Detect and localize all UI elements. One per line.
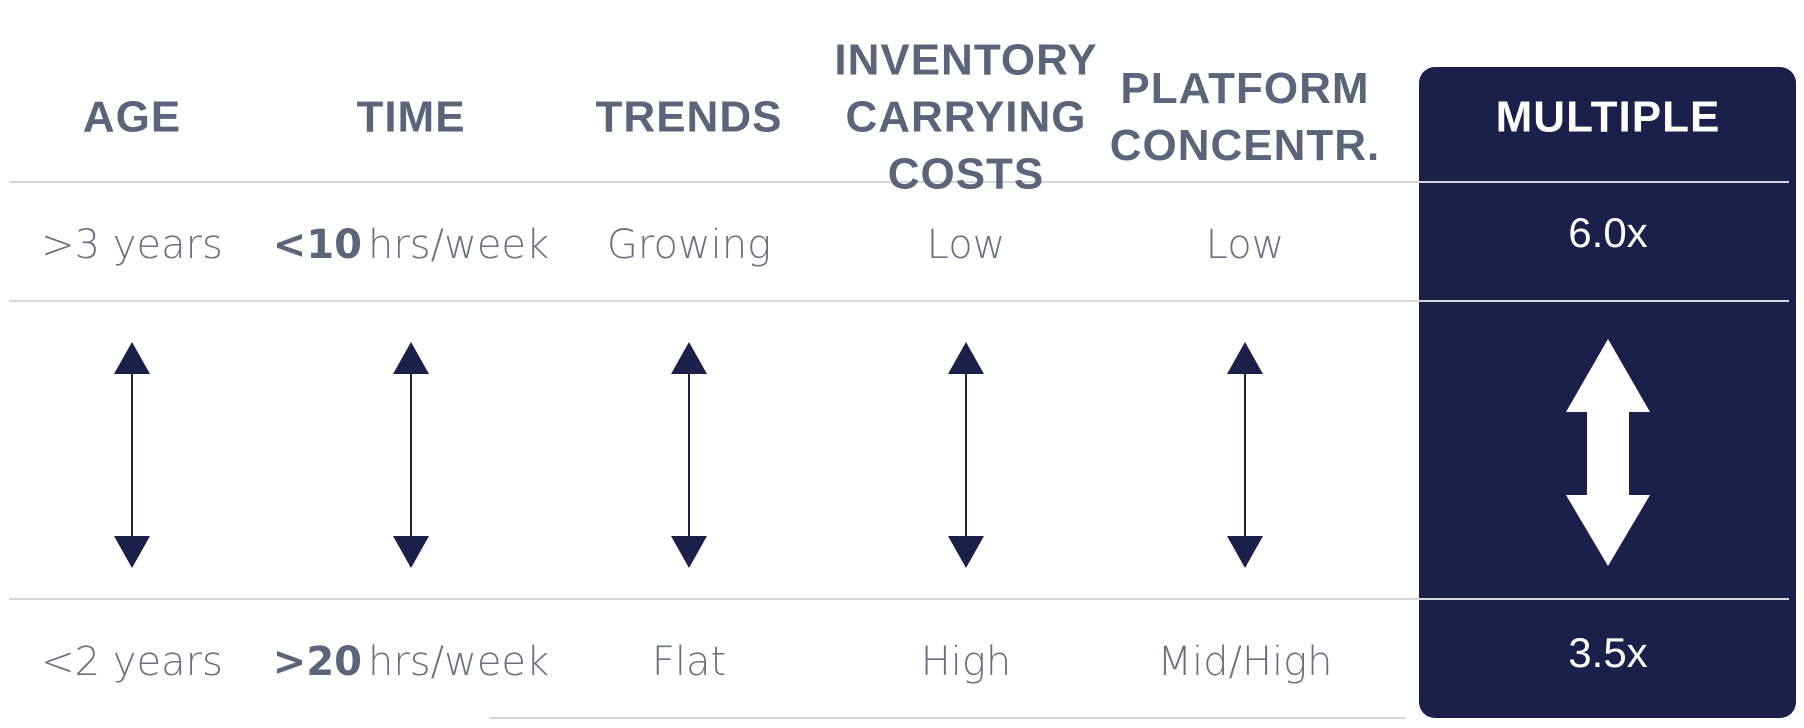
column-header: COSTS <box>888 150 1045 199</box>
cell-value: Low <box>927 222 1006 268</box>
column-header: TIME <box>356 93 465 142</box>
column-header: AGE <box>83 93 181 142</box>
arrow-head <box>393 536 429 568</box>
arrow-head <box>671 536 707 568</box>
column-header: TRENDS <box>596 93 783 142</box>
column-header: CARRYING <box>845 93 1086 142</box>
cell-value: Flat <box>652 639 726 685</box>
cell-value: <10 hrs/week <box>273 222 549 268</box>
cell-value: Growing <box>607 222 771 268</box>
arrow-head <box>114 536 150 568</box>
time-number: <10 <box>273 222 362 268</box>
column-header: PLATFORM <box>1120 64 1369 113</box>
arrow-head <box>948 536 984 568</box>
arrow-head <box>393 342 429 374</box>
arrow-head <box>671 342 707 374</box>
time-unit: hrs/week <box>368 222 549 268</box>
multiple-value: 3.5x <box>1568 629 1647 676</box>
arrow-head <box>948 342 984 374</box>
cell-value: High <box>921 639 1012 685</box>
multiple-arrow <box>1566 339 1650 566</box>
cell-value: Low <box>1206 222 1285 268</box>
column-header: MULTIPLE <box>1496 93 1721 142</box>
arrow-head <box>114 342 150 374</box>
cell-value: >3 years <box>41 222 223 268</box>
time-unit: hrs/week <box>368 639 549 685</box>
arrow-head <box>1227 536 1263 568</box>
column-header: CONCENTR. <box>1110 121 1381 170</box>
cell-value: <2 years <box>41 639 223 685</box>
arrow-head <box>1227 342 1263 374</box>
multiple-value: 6.0x <box>1568 209 1647 256</box>
time-number: >20 <box>273 639 362 685</box>
cell-value: >20 hrs/week <box>273 639 549 685</box>
column-header: INVENTORY <box>834 36 1097 85</box>
cell-value: Mid/High <box>1157 639 1332 685</box>
